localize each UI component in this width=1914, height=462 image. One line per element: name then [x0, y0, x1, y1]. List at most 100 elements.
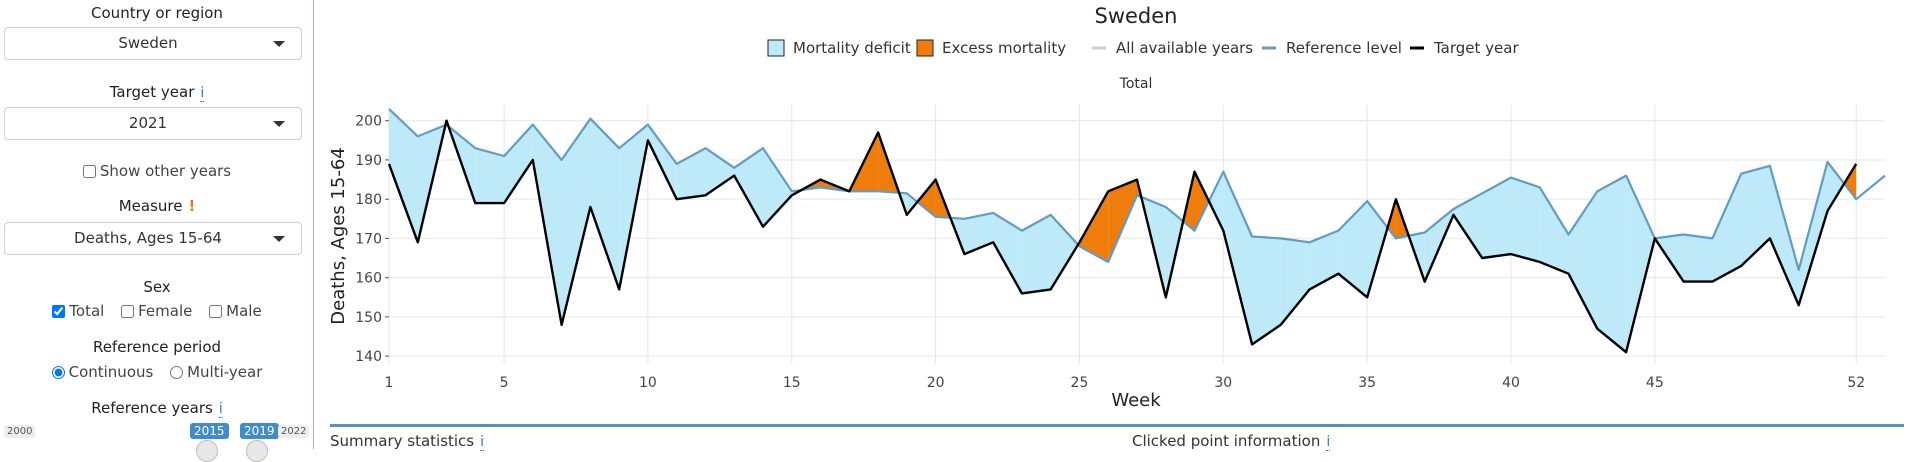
measure-select[interactable]: Deaths, Ages 15-64: [4, 222, 302, 255]
target-year-select[interactable]: 2021: [4, 107, 302, 140]
slider-max-label: 2022: [278, 425, 310, 438]
legend-deficit[interactable]: Mortality deficit: [793, 39, 911, 57]
reference-period-continuous[interactable]: Continuous: [51, 363, 154, 381]
y-axis-label: Deaths, Ages 15-64: [328, 147, 349, 324]
sex-option-total[interactable]: Total: [52, 302, 104, 320]
continuous-label: Continuous: [68, 363, 154, 381]
y-tick-label: 170: [355, 231, 382, 247]
info-icon[interactable]: i: [218, 401, 223, 418]
excess-area: [1194, 171, 1209, 231]
excess-area: [917, 179, 936, 217]
deficit-area: [1338, 201, 1368, 298]
summary-statistics-heading: Summary statistics i: [330, 432, 485, 451]
deficit-area: [504, 124, 533, 204]
deficit-area: [1798, 161, 1828, 306]
slider-min-label: 2000: [4, 425, 36, 438]
x-axis: 1 5 10 15 20 25 30 35 40 45 52: [385, 375, 1866, 391]
excess-area: [1137, 179, 1142, 197]
multi-year-label: Multi-year: [187, 363, 263, 381]
deficit-area: [1482, 177, 1511, 258]
legend-all-years[interactable]: All available years: [1116, 39, 1253, 57]
slider-start-handle[interactable]: [196, 440, 218, 462]
deficit-area: [1769, 165, 1799, 306]
deficit-area: [561, 118, 591, 325]
continuous-radio[interactable]: [51, 366, 65, 379]
deficit-area: [734, 148, 763, 227]
excess-area: [1108, 179, 1137, 262]
country-label: Country or region: [91, 4, 223, 22]
sex-total-checkbox[interactable]: [52, 305, 66, 318]
sex-male-label: Male: [226, 302, 262, 320]
x-tick-label: 1: [385, 375, 394, 391]
x-tick-label: 30: [1214, 375, 1232, 391]
deficit-area: [906, 193, 918, 215]
slider-end-label: 2019: [240, 423, 279, 439]
excess-area: [1079, 191, 1109, 262]
sex-total-label: Total: [69, 302, 105, 320]
target-year-label-row: Target year i: [0, 83, 314, 102]
deficit-area: [1453, 193, 1483, 258]
legend-target[interactable]: Target year: [1433, 39, 1519, 57]
x-tick-label: 20: [927, 375, 945, 391]
x-tick-label: 5: [500, 375, 509, 391]
deficit-area: [590, 118, 620, 290]
deficit-area: [1827, 161, 1845, 211]
reference-level-line: [388, 108, 1886, 271]
sex-female-checkbox[interactable]: [121, 305, 135, 318]
slider-end-handle[interactable]: [246, 440, 268, 462]
legend-excess[interactable]: Excess mortality: [942, 39, 1066, 57]
deficit-area: [1712, 173, 1742, 282]
reference-period-multi-year[interactable]: Multi-year: [170, 363, 262, 381]
deficit-area: [1223, 171, 1253, 345]
deficit-area: [1741, 165, 1770, 266]
sex-option-female[interactable]: Female: [121, 302, 192, 320]
reference-period-label: Reference period: [92, 338, 222, 356]
chevron-down-icon: [273, 236, 285, 242]
sex-male-checkbox[interactable]: [209, 305, 223, 318]
deficit-area: [1280, 238, 1310, 325]
deficit-area: [1626, 175, 1655, 353]
measure-label: Measure: [118, 197, 183, 215]
clicked-point-heading: Clicked point information i: [1132, 432, 1331, 451]
deficit-area: [1021, 214, 1051, 294]
warning-icon[interactable]: !: [188, 197, 196, 215]
deficit-area: [705, 148, 735, 196]
y-tick-label: 180: [355, 192, 382, 208]
sidebar: Country or region Sweden Target year i 20…: [0, 0, 314, 462]
sex-option-male[interactable]: Male: [209, 302, 262, 320]
legend-swatch-excess: [916, 39, 934, 57]
info-icon[interactable]: i: [1326, 434, 1331, 451]
reference-years-label: Reference years: [91, 399, 213, 417]
sex-label: Sex: [143, 278, 171, 296]
clicked-point-label: Clicked point information: [1132, 432, 1321, 450]
x-tick-label: 10: [639, 375, 657, 391]
info-icon[interactable]: i: [480, 434, 485, 451]
info-icon[interactable]: i: [200, 85, 205, 102]
target-year-line: [387, 119, 1858, 354]
legend-swatch-deficit: [767, 39, 785, 57]
multi-year-radio[interactable]: [170, 366, 184, 379]
show-other-years-checkbox[interactable]: [82, 165, 96, 178]
series-lines: [387, 108, 1886, 354]
chart-area: Sweden Mortality deficit Excess mortalit…: [314, 0, 1914, 449]
legend: Mortality deficit Excess mortality All a…: [767, 39, 1519, 57]
deficit-area: [1367, 201, 1388, 298]
deficit-area: [993, 212, 1022, 294]
x-tick-label: 15: [783, 375, 801, 391]
y-tick-label: 160: [355, 271, 382, 287]
chevron-down-icon: [273, 121, 285, 127]
deficit-area: [964, 212, 994, 255]
y-tick-label: 140: [355, 349, 382, 365]
y-tick-label: 200: [355, 114, 382, 130]
deficit-area: [448, 126, 476, 204]
slider-start-label: 2015: [190, 423, 229, 439]
deficit-area: [647, 124, 677, 200]
deficit-area: [1208, 171, 1224, 231]
section-divider: [330, 424, 1904, 427]
country-select[interactable]: Sweden: [4, 27, 302, 60]
sex-options-row: Total Female Male: [0, 302, 314, 320]
x-tick-label: 25: [1071, 375, 1089, 391]
excess-area: [1844, 163, 1857, 200]
deficit-area: [389, 108, 418, 243]
legend-reference[interactable]: Reference level: [1286, 39, 1402, 57]
